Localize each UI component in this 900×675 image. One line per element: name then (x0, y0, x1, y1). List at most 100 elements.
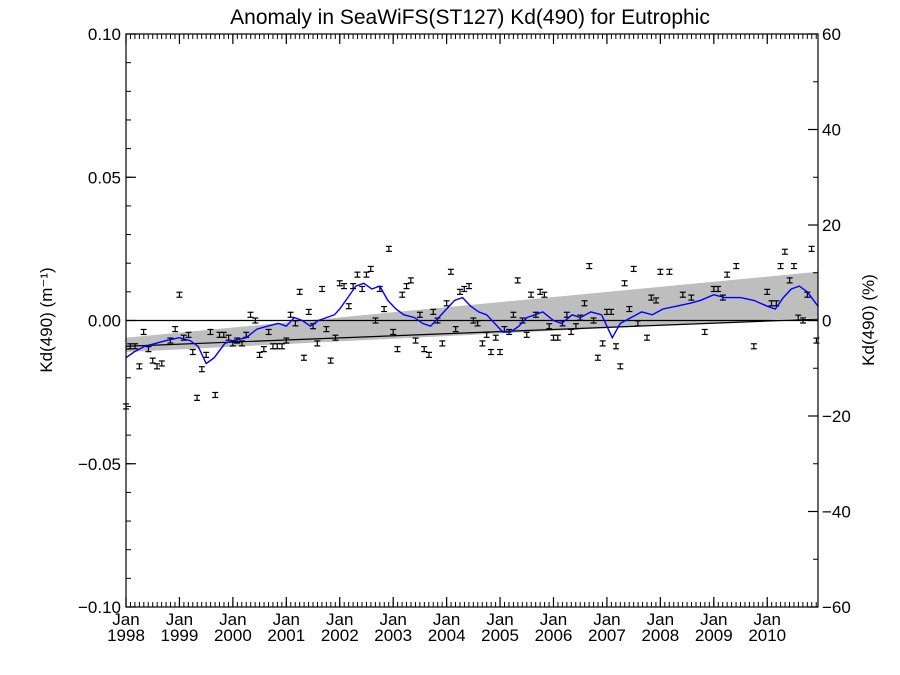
anomaly-point (385, 245, 392, 252)
running-mean-line (125, 282, 819, 365)
x-tick-month: Jan (433, 610, 460, 629)
anomaly-point (554, 334, 561, 341)
anomaly-point (626, 305, 633, 313)
anomaly-point (189, 348, 196, 356)
anomaly-point (715, 285, 722, 293)
y-right-tick-label: 60 (822, 25, 841, 44)
y-axis-label-right: Kd(490) (%) (859, 274, 878, 366)
y-right-tick-label: 20 (822, 216, 841, 235)
anomaly-point (657, 268, 664, 275)
anomaly-point (790, 262, 797, 270)
x-tick-year: 2009 (695, 626, 733, 645)
anomaly-point (158, 360, 165, 367)
x-tick-month: Jan (540, 610, 567, 629)
anomaly-point (483, 331, 490, 338)
anomaly-point (750, 343, 757, 350)
anomaly-point (327, 357, 334, 364)
anomaly-point (497, 348, 504, 356)
anomaly-point (666, 268, 673, 275)
anomaly-point (314, 340, 321, 347)
x-tick-month: Jan (700, 610, 727, 629)
x-tick-year: 1998 (107, 626, 145, 645)
x-tick-year: 2007 (588, 626, 626, 645)
x-tick-year: 1999 (161, 626, 199, 645)
anomaly-point (421, 346, 428, 353)
anomaly-point (167, 337, 174, 344)
anomaly-point (279, 343, 286, 350)
anomaly-point (256, 351, 263, 358)
anomaly-point (688, 294, 695, 301)
anomaly-point (786, 277, 793, 284)
x-tick-month: Jan (112, 610, 139, 629)
x-tick-month: Jan (754, 610, 781, 629)
y-tick-label: 0.05 (88, 168, 121, 187)
anomaly-point (296, 288, 303, 295)
y-tick-label: −0.10 (78, 598, 121, 617)
anomaly-point (630, 265, 637, 273)
anomaly-point (354, 271, 361, 278)
anomaly-point (443, 300, 450, 307)
anomaly-point (399, 291, 406, 298)
right-y-axis: 60 40 20 0 −20 −40 −60 (808, 25, 851, 617)
anomaly-point (153, 363, 160, 370)
x-tick-month: Jan (379, 610, 406, 629)
anomaly-point (287, 311, 294, 318)
anomaly-point (305, 308, 312, 316)
anomaly-point (260, 346, 267, 353)
anomaly-point (345, 303, 352, 310)
y-right-tick-label: 40 (822, 121, 841, 140)
anomaly-point (292, 320, 299, 327)
anomaly-point (145, 346, 152, 353)
anomaly-point (470, 317, 477, 324)
left-y-axis: 0.10 0.05 0.00 −0.05 −0.10 (78, 25, 136, 617)
x-tick-year: 2001 (267, 626, 305, 645)
trend-lines-layer (125, 318, 819, 347)
anomaly-point (220, 331, 227, 338)
anomaly-point (136, 363, 143, 370)
anomaly-point (617, 363, 624, 370)
anomaly-point (586, 262, 593, 270)
x-tick-year: 2006 (535, 626, 573, 645)
anomaly-point (461, 285, 468, 293)
anomaly-point (198, 366, 205, 373)
anomaly-point (407, 277, 414, 284)
anomaly-point (412, 337, 419, 344)
anomaly-point (403, 283, 410, 290)
anomaly-point (372, 317, 379, 324)
y-right-tick-label: 0 (822, 312, 831, 331)
anomaly-point (350, 283, 357, 290)
anomaly-point (447, 268, 454, 275)
anomaly-point (300, 354, 307, 361)
anomaly-point (363, 271, 370, 278)
anomaly-point (599, 340, 606, 347)
anomaly-point (359, 285, 366, 293)
x-axis: Jan1998Jan1999Jan2000Jan2001Jan2002Jan20… (107, 34, 817, 645)
anomaly-point (456, 288, 463, 295)
anomaly-point (452, 325, 459, 333)
anomaly-point (568, 328, 575, 336)
anomaly-point (546, 323, 553, 330)
anomaly-point (608, 308, 615, 316)
anomaly-point (795, 314, 802, 321)
anomaly-point (439, 340, 446, 347)
trend-band-layer (126, 271, 818, 353)
anomaly-point (319, 285, 326, 293)
anomaly-point (466, 283, 473, 290)
anomaly-point (514, 277, 521, 284)
x-tick-year: 2005 (481, 626, 519, 645)
anomaly-point (176, 291, 183, 298)
anomaly-point (541, 291, 548, 298)
anomaly-point (777, 262, 784, 270)
x-tick-month: Jan (219, 610, 246, 629)
anomaly-point (341, 283, 348, 290)
anomaly-point (724, 271, 731, 278)
anomaly-point (394, 346, 401, 353)
anomaly-point (679, 291, 686, 298)
anomaly-point (336, 280, 343, 287)
anomaly-point (238, 340, 245, 347)
x-tick-month: Jan (166, 610, 193, 629)
anomaly-point (800, 317, 807, 324)
x-tick-year: 2004 (428, 626, 466, 645)
baseline-trend-line (125, 318, 819, 347)
